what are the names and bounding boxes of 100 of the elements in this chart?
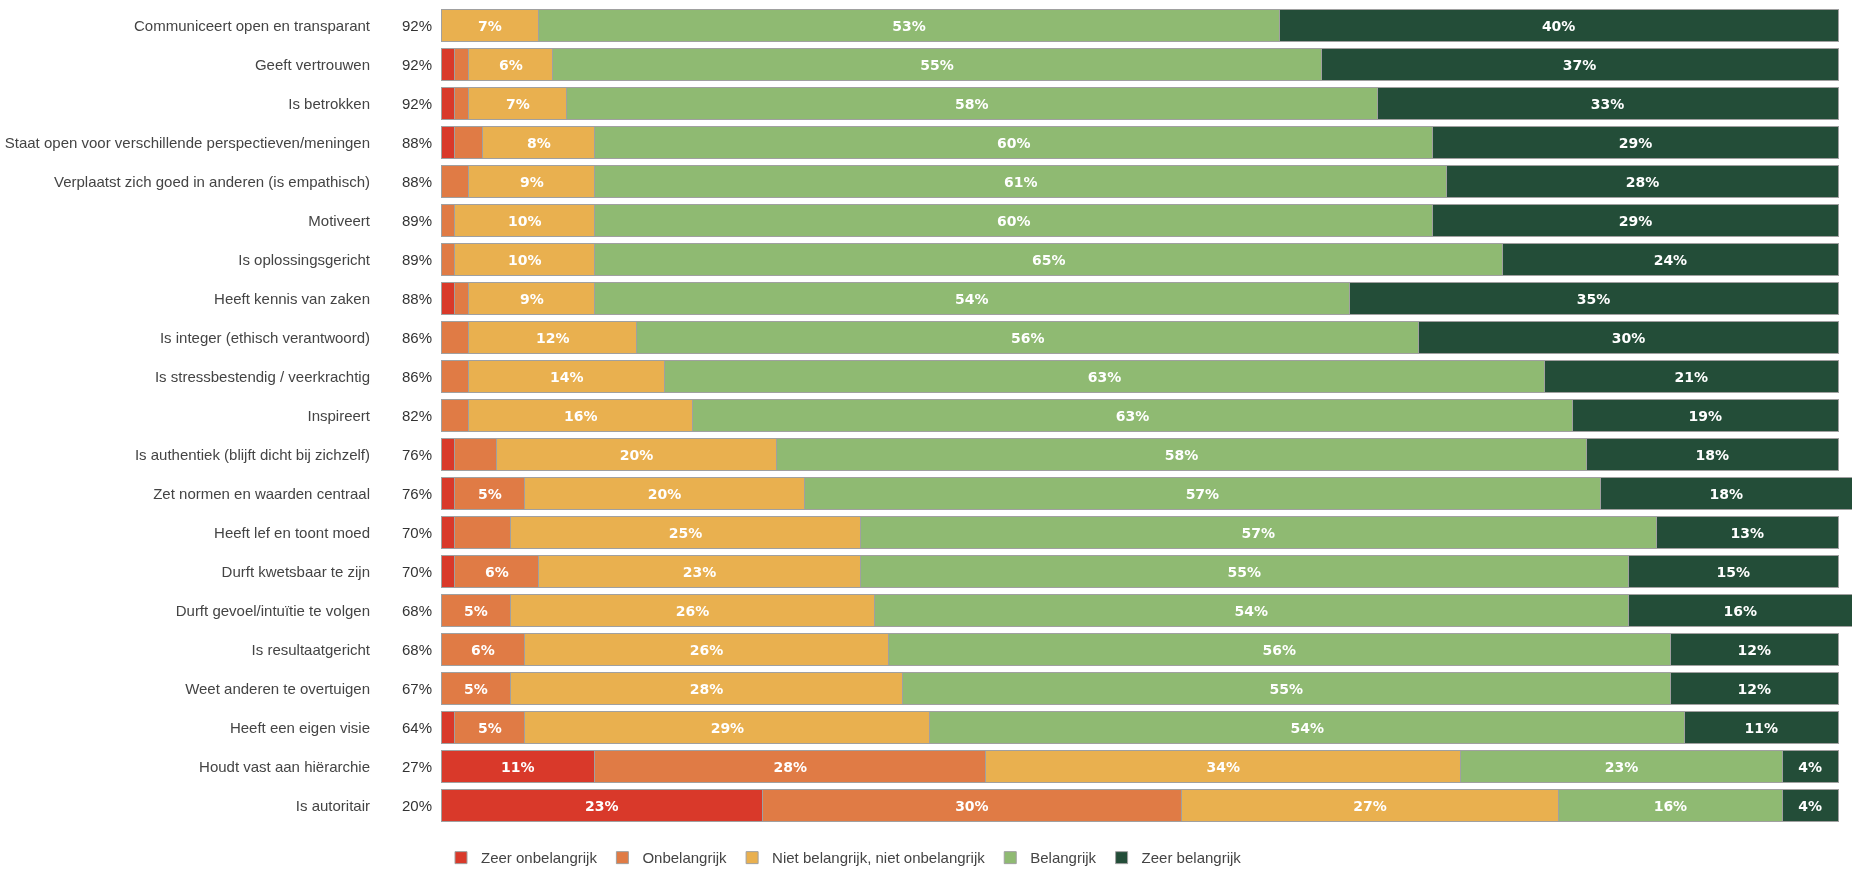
y-tick-label: Is stressbestendig / veerkrachtig <box>154 367 370 385</box>
data-label: 56% <box>1010 329 1045 346</box>
data-label: 29% <box>710 719 745 736</box>
data-label: 16% <box>1653 797 1688 814</box>
y-tick-label: Heeft kennis van zaken <box>214 289 370 307</box>
data-label: 4% <box>1798 797 1822 814</box>
y-tick-label: Durft kwetsbaar te zijn <box>221 562 370 580</box>
data-label: 58% <box>1164 446 1199 463</box>
data-label: 35% <box>1576 290 1611 307</box>
y-tick-label: Inspireert <box>307 406 371 424</box>
data-label: 23% <box>682 563 717 580</box>
data-label: 12% <box>536 329 570 346</box>
text: 68% <box>402 641 433 658</box>
text: 64% <box>402 719 433 736</box>
y-tick-label: Is authentiek (blijft dicht bij zichzelf) <box>134 445 370 463</box>
legend-label: Zeer onbelangrijk <box>481 849 598 867</box>
data-label: 37% <box>1562 56 1597 73</box>
data-label: 63% <box>1087 368 1122 385</box>
data-label: 9% <box>519 290 544 307</box>
data-label: 6% <box>498 56 523 73</box>
data-label: 5% <box>464 602 488 619</box>
legend-label: Zeer belangrijk <box>1141 849 1242 867</box>
y-tick-label: Durft gevoel/intuïtie te volgen <box>175 601 370 619</box>
data-label: 57% <box>1185 485 1220 502</box>
data-label: 26% <box>675 602 710 619</box>
text: 89% <box>402 251 433 268</box>
y-tick-label: Communiceert open en transparant <box>134 16 371 34</box>
data-label: 28% <box>1625 173 1660 190</box>
text: 76% <box>402 446 433 463</box>
text: 86% <box>402 329 433 346</box>
data-label: 40% <box>1541 17 1576 34</box>
data-label: 9% <box>519 173 544 190</box>
legend-label: Belangrijk <box>1030 849 1097 867</box>
text: 70% <box>402 524 433 541</box>
text: 67% <box>402 680 433 697</box>
data-label: 18% <box>1709 485 1744 502</box>
data-label: 8% <box>526 134 551 151</box>
data-label: 24% <box>1653 251 1688 268</box>
data-label: 33% <box>1590 95 1625 112</box>
data-label: 13% <box>1730 524 1764 541</box>
data-label: 18% <box>1695 446 1730 463</box>
data-label: 55% <box>920 56 954 73</box>
text: 88% <box>402 134 433 151</box>
data-label: 7% <box>478 17 502 34</box>
y-tick-label: Is autoritair <box>295 796 370 814</box>
data-label: 11% <box>1744 719 1778 736</box>
data-label: 10% <box>508 251 542 268</box>
data-label: 14% <box>549 368 584 385</box>
y-tick-label: Motiveert <box>308 211 371 229</box>
data-label: 27% <box>1353 797 1387 814</box>
text: 82% <box>402 407 433 424</box>
data-label: 5% <box>464 680 488 697</box>
legend-label: Niet belangrijk, niet onbelangrijk <box>772 849 986 867</box>
text: 89% <box>402 212 433 229</box>
data-label: 55% <box>1227 563 1262 580</box>
text: 70% <box>402 563 433 580</box>
text: 86% <box>402 368 433 385</box>
data-label: 5% <box>478 719 502 736</box>
text: 76% <box>402 485 433 502</box>
data-label: 12% <box>1737 641 1771 658</box>
text: 88% <box>402 173 433 190</box>
text: 88% <box>402 290 433 307</box>
data-label: 4% <box>1798 758 1822 775</box>
data-label: 28% <box>773 758 808 775</box>
data-label: 28% <box>689 680 724 697</box>
data-label: 60% <box>997 134 1031 151</box>
data-label: 16% <box>1723 602 1757 619</box>
data-label: 54% <box>1234 602 1269 619</box>
data-label: 54% <box>1290 719 1324 736</box>
text: 20% <box>402 797 433 814</box>
data-label: 15% <box>1716 563 1751 580</box>
data-label: 7% <box>505 95 530 112</box>
data-label: 10% <box>508 212 542 229</box>
data-label: 21% <box>1674 368 1709 385</box>
data-label: 6% <box>484 563 509 580</box>
data-label: 23% <box>1604 758 1639 775</box>
data-label: 65% <box>1031 251 1066 268</box>
data-label: 56% <box>1262 641 1296 658</box>
data-label: 53% <box>892 17 926 34</box>
data-label: 16% <box>563 407 598 424</box>
y-tick-label: Geeft vertrouwen <box>254 55 370 73</box>
data-label: 20% <box>619 446 654 463</box>
data-label: 29% <box>1618 212 1653 229</box>
y-tick-label: Weet anderen te overtuigen <box>185 679 370 697</box>
data-label: 55% <box>1269 680 1303 697</box>
data-label: 29% <box>1618 134 1653 151</box>
text: 92% <box>402 17 433 34</box>
data-label: 61% <box>1004 173 1038 190</box>
y-tick-label: Houdt vast aan hiërarchie <box>199 757 370 775</box>
text: 68% <box>402 602 433 619</box>
data-label: 26% <box>689 641 724 658</box>
y-tick-label: Heeft lef en toont moed <box>214 523 370 541</box>
text: 27% <box>402 758 433 775</box>
data-label: 30% <box>955 797 989 814</box>
data-label: 34% <box>1206 758 1241 775</box>
legend-label: Onbelangrijk <box>642 849 728 867</box>
data-label: 58% <box>955 95 989 112</box>
data-label: 23% <box>584 797 619 814</box>
data-label: 5% <box>478 485 502 502</box>
data-label: 60% <box>997 212 1031 229</box>
